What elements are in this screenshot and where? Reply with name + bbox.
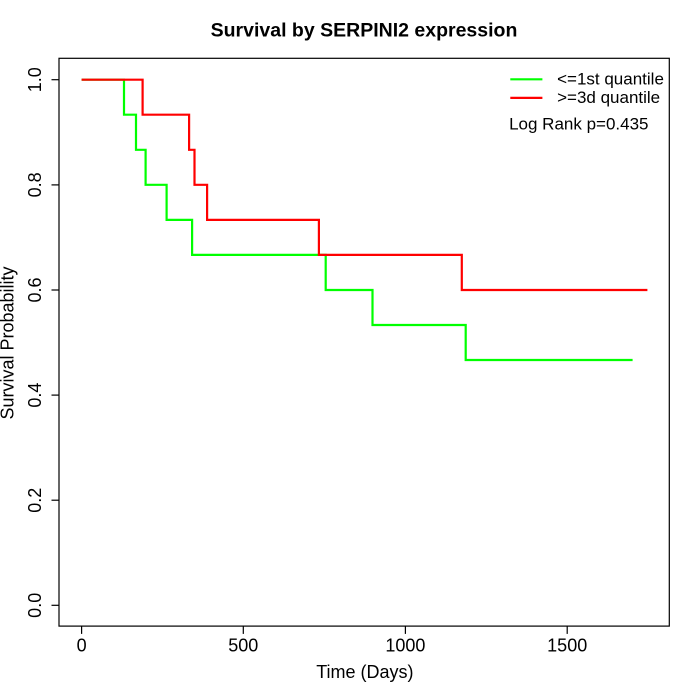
svg-text:1500: 1500 xyxy=(547,636,587,656)
svg-text:<=1st quantile: <=1st quantile xyxy=(557,70,664,89)
svg-text:0.0: 0.0 xyxy=(25,593,45,618)
svg-text:0.8: 0.8 xyxy=(25,172,45,197)
svg-text:0.2: 0.2 xyxy=(25,488,45,513)
svg-text:Log Rank p=0.435: Log Rank p=0.435 xyxy=(509,114,648,133)
svg-text:0.6: 0.6 xyxy=(25,277,45,302)
svg-text:1.0: 1.0 xyxy=(25,67,45,92)
svg-text:Time (Days): Time (Days) xyxy=(316,662,413,682)
svg-text:500: 500 xyxy=(228,636,258,656)
svg-text:Survival by SERPINI2 expressio: Survival by SERPINI2 expression xyxy=(211,20,518,42)
svg-text:0: 0 xyxy=(77,636,87,656)
svg-text:0.4: 0.4 xyxy=(25,383,45,408)
svg-text:Survival Probability: Survival Probability xyxy=(0,266,18,419)
svg-text:1000: 1000 xyxy=(385,636,425,656)
svg-text:>=3d quantile: >=3d quantile xyxy=(557,88,660,107)
